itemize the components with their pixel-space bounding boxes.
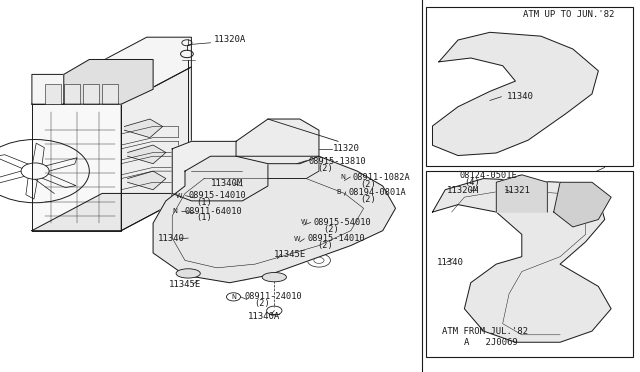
Text: (1): (1) (196, 198, 212, 207)
Bar (45, 84, 61, 104)
Text: B: B (447, 173, 451, 179)
Polygon shape (127, 145, 166, 164)
Text: 11320A: 11320A (214, 35, 246, 44)
Text: W: W (175, 193, 182, 199)
Text: 11320: 11320 (333, 144, 360, 153)
Text: W: W (296, 158, 303, 164)
Text: 11321: 11321 (504, 186, 531, 195)
Ellipse shape (262, 272, 287, 282)
Polygon shape (433, 179, 611, 342)
Text: ATM FROM JUL.'82: ATM FROM JUL.'82 (442, 327, 528, 336)
Text: 08911-64010: 08911-64010 (185, 207, 243, 216)
Bar (64, 84, 80, 104)
Text: 11340: 11340 (507, 92, 534, 101)
Text: 11345E: 11345E (169, 280, 202, 289)
Text: (2): (2) (254, 299, 269, 308)
Text: 08124-0501E-: 08124-0501E- (460, 171, 522, 180)
Polygon shape (32, 37, 191, 104)
Text: 08194-0801A: 08194-0801A (348, 188, 406, 197)
Text: 08915-14010: 08915-14010 (307, 234, 365, 243)
Polygon shape (64, 60, 153, 104)
Polygon shape (32, 193, 191, 231)
Text: 11340A: 11340A (248, 312, 280, 321)
Polygon shape (32, 104, 121, 231)
Polygon shape (268, 149, 319, 179)
Text: (2): (2) (317, 241, 333, 250)
Text: 11340: 11340 (437, 258, 464, 267)
Polygon shape (496, 175, 547, 212)
Text: 08911-24010: 08911-24010 (244, 292, 302, 301)
Polygon shape (124, 119, 163, 138)
Bar (83, 84, 99, 104)
Text: N: N (231, 294, 236, 300)
Text: 11345E: 11345E (275, 250, 307, 259)
Polygon shape (236, 119, 319, 164)
Text: A   2J0069: A 2J0069 (464, 338, 518, 347)
Text: (2): (2) (323, 225, 339, 234)
Polygon shape (433, 32, 598, 155)
Text: 08915-54010: 08915-54010 (314, 218, 372, 227)
Text: ATM UP TO JUN.'82: ATM UP TO JUN.'82 (523, 10, 614, 19)
Polygon shape (554, 182, 611, 227)
Text: W: W (300, 219, 307, 225)
Polygon shape (127, 171, 166, 190)
Text: 11340: 11340 (158, 234, 185, 243)
Text: (4): (4) (464, 178, 479, 187)
Polygon shape (153, 156, 396, 283)
Text: B: B (446, 173, 451, 179)
Polygon shape (121, 67, 191, 231)
Text: (2): (2) (360, 195, 376, 204)
Polygon shape (172, 141, 268, 201)
Text: (2): (2) (317, 164, 333, 173)
Text: (1): (1) (196, 214, 212, 222)
Text: 08915-14010: 08915-14010 (189, 191, 246, 200)
Text: B: B (337, 189, 341, 195)
Text: W: W (294, 236, 301, 242)
Text: N: N (340, 174, 346, 180)
Bar (426, 7, 634, 166)
Bar (426, 171, 634, 357)
Text: 08915-13810: 08915-13810 (308, 157, 367, 166)
Text: 11320M: 11320M (447, 186, 479, 195)
Ellipse shape (176, 269, 200, 278)
Text: N: N (172, 208, 177, 214)
Text: 08911-1082A: 08911-1082A (353, 173, 410, 182)
Bar (102, 84, 118, 104)
Text: 11340M: 11340M (211, 179, 243, 188)
Text: (2): (2) (360, 180, 376, 189)
